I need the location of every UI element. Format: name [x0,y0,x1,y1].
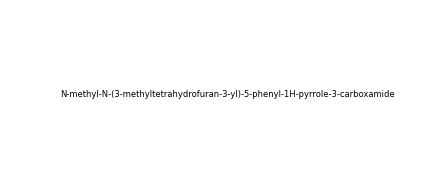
Text: N-methyl-N-(3-methyltetrahydrofuran-3-yl)-5-phenyl-1H-pyrrole-3-carboxamide: N-methyl-N-(3-methyltetrahydrofuran-3-yl… [61,90,395,99]
